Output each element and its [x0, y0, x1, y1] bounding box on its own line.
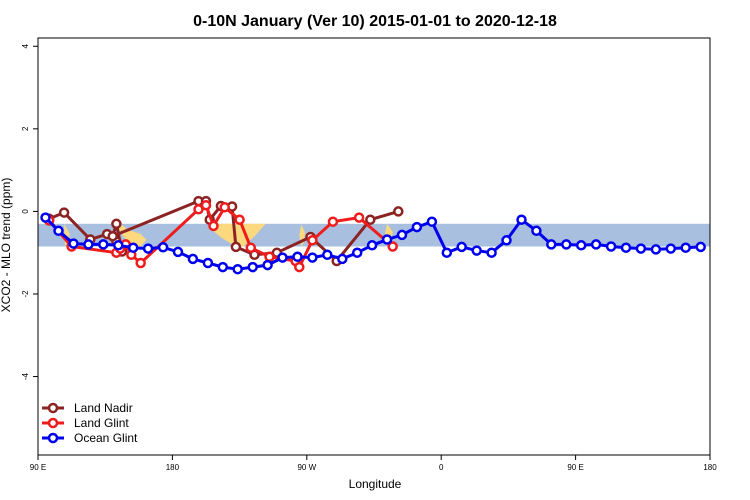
data-point [245, 242, 257, 253]
y-tick-label: -4 [21, 372, 30, 380]
x-axis-label: Longitude [349, 477, 402, 491]
data-point [635, 243, 647, 254]
data-point [322, 249, 333, 261]
data-point [561, 239, 572, 250]
legend-swatch-marker [47, 402, 59, 414]
data-point [650, 244, 662, 255]
data-point [264, 251, 275, 263]
legend-label: Land Nadir [74, 401, 133, 415]
data-point [486, 247, 497, 258]
series-layer [40, 195, 706, 275]
data-point [605, 241, 617, 252]
data-point [217, 261, 229, 273]
data-point [680, 242, 691, 253]
plot-frame [37, 37, 711, 456]
data-point [157, 242, 169, 253]
legend-swatch-marker [47, 417, 59, 429]
x-tick-label: 90 E [567, 463, 583, 472]
data-point [471, 245, 482, 256]
chart-title: 0-10N January (Ver 10) 2015-01-01 to 202… [193, 13, 557, 30]
land-shape [211, 223, 266, 247]
data-point [187, 253, 199, 265]
data-point [232, 263, 243, 275]
data-point [365, 214, 376, 225]
data-point [193, 204, 204, 215]
data-point [366, 240, 378, 251]
data-point [83, 239, 94, 250]
y-axis-label: XCO2 - MLO trend (ppm) [0, 178, 13, 313]
data-point [142, 243, 154, 254]
data-point [351, 247, 363, 258]
data-point [381, 234, 393, 245]
data-point [208, 220, 219, 232]
data-point [546, 239, 557, 250]
legend-label: Ocean Glint [74, 431, 138, 445]
y-tick-label: 2 [21, 126, 30, 131]
data-point [665, 243, 677, 254]
data-point [307, 235, 318, 246]
data-point [411, 221, 423, 233]
legend-label: Land Glint [74, 416, 129, 430]
data-point [68, 238, 79, 249]
data-point [307, 252, 318, 263]
x-tick-label: 180 [166, 463, 180, 472]
data-point [98, 239, 109, 250]
data-point [40, 212, 51, 223]
data-point [135, 257, 146, 269]
data-point [327, 216, 339, 227]
x-tick-label: 180 [703, 463, 717, 472]
legend-swatch-marker [47, 432, 59, 444]
data-point [111, 218, 122, 230]
axes: 90 E 180 90 W 0 90 E 180 4 2 0 -2 -4 [21, 43, 717, 472]
data-point [441, 247, 453, 258]
data-point [234, 214, 245, 225]
data-point [113, 240, 124, 251]
ocean-band [38, 223, 710, 247]
data-point [292, 251, 303, 263]
data-point [531, 225, 542, 237]
data-point [172, 246, 184, 258]
data-point [262, 259, 273, 271]
data-point [247, 261, 258, 273]
data-point [695, 241, 706, 253]
data-point [516, 214, 527, 225]
data-point [294, 261, 305, 273]
data-point [127, 242, 139, 253]
data-point [202, 257, 214, 269]
y-tick-label: 4 [21, 43, 30, 48]
data-point [200, 199, 212, 211]
series-ocean-glint [40, 212, 706, 275]
data-point [426, 216, 438, 227]
data-point [456, 241, 467, 253]
data-point [387, 241, 398, 252]
x-tick-label: 90 E [30, 463, 46, 472]
data-point [337, 253, 348, 265]
data-point [501, 235, 512, 246]
x-tick-label: 0 [439, 463, 444, 472]
data-point [219, 202, 230, 213]
y-tick-label: -2 [21, 290, 30, 298]
data-point [620, 242, 632, 253]
data-point [393, 206, 404, 217]
data-point [353, 212, 365, 223]
data-point [396, 229, 408, 241]
data-point [107, 230, 118, 242]
y-tick-label: 0 [21, 209, 30, 214]
data-point [575, 240, 587, 251]
data-point [53, 225, 64, 237]
data-point [58, 207, 70, 218]
background-band [38, 223, 710, 247]
data-point [230, 241, 242, 253]
x-tick-label: 90 W [297, 463, 316, 472]
data-point [277, 252, 288, 263]
data-point [590, 239, 602, 250]
